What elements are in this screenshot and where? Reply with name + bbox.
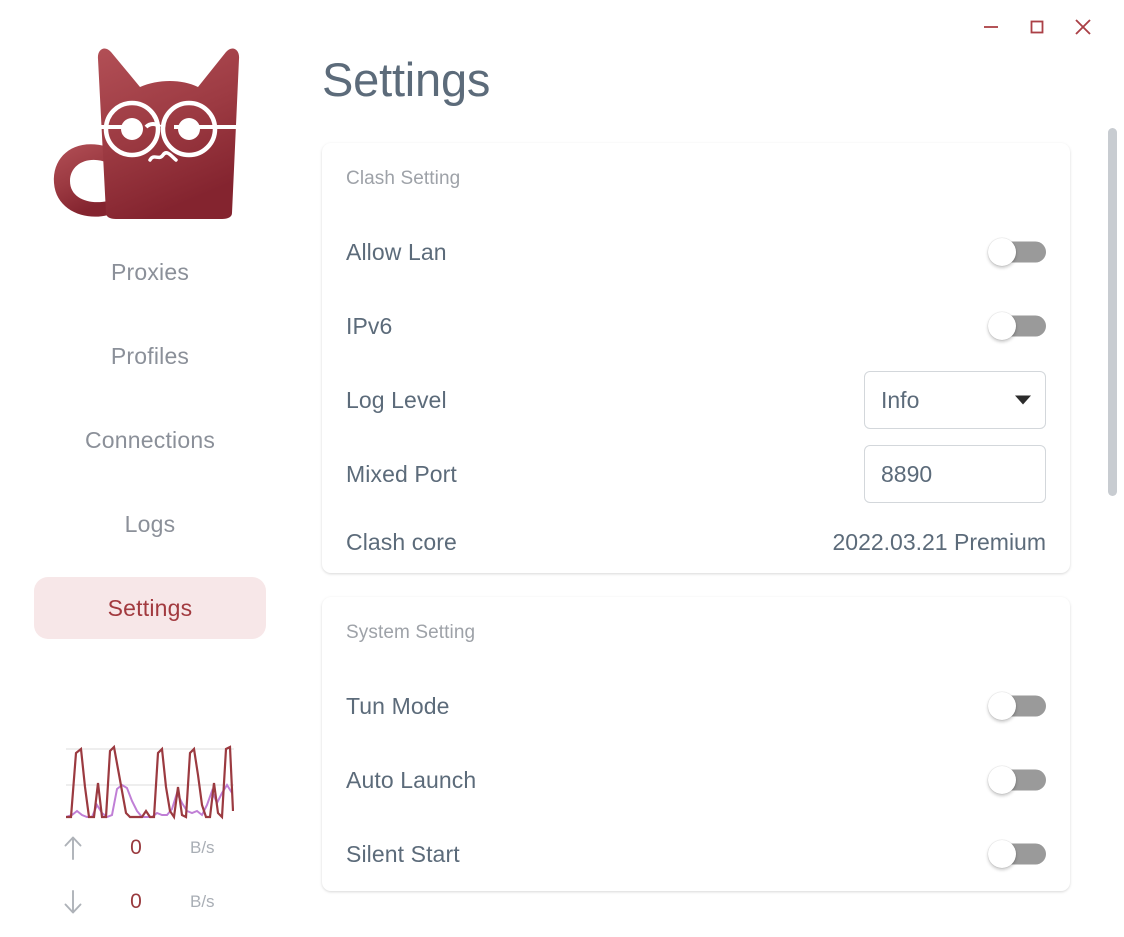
setting-row-log-level: Log Level Info <box>346 363 1046 437</box>
setting-label: Auto Launch <box>346 766 477 793</box>
sidebar-item-proxies[interactable]: Proxies <box>34 241 266 303</box>
setting-label: Tun Mode <box>346 692 450 719</box>
sidebar-item-logs[interactable]: Logs <box>34 493 266 555</box>
card-title: System Setting <box>346 622 476 643</box>
arrow-up-icon <box>56 834 90 862</box>
sidebar-item-settings[interactable]: Settings <box>34 577 266 639</box>
clash-setting-card: Clash Setting Allow Lan IPv6 <box>322 143 1070 573</box>
card-title: Clash Setting <box>346 168 461 189</box>
arrow-down-icon <box>56 888 90 916</box>
setting-label: Log Level <box>346 386 447 413</box>
settings-scroll-area: Clash Setting Allow Lan IPv6 <box>300 143 1124 937</box>
switch-thumb <box>988 840 1016 868</box>
setting-row-clash-core: Clash core 2022.03.21 Premium <box>346 511 1046 573</box>
minimize-button[interactable] <box>968 8 1014 46</box>
setting-row-tun-mode: Tun Mode <box>346 669 1046 743</box>
sidebar-item-profiles[interactable]: Profiles <box>34 325 266 387</box>
auto-launch-switch[interactable] <box>988 761 1046 799</box>
clash-core-version: 2022.03.21 Premium <box>832 528 1046 555</box>
log-level-value: Info <box>881 386 920 413</box>
traffic-upload-value: 0 <box>130 836 142 859</box>
chevron-down-icon <box>1015 395 1031 405</box>
sidebar: Proxies Profiles Connections Logs Settin… <box>0 0 300 937</box>
mixed-port-input[interactable] <box>864 445 1046 503</box>
setting-label: IPv6 <box>346 312 393 339</box>
sidebar-nav: Proxies Profiles Connections Logs Settin… <box>34 241 266 639</box>
switch-thumb <box>988 238 1016 266</box>
window-controls <box>968 8 1106 46</box>
setting-row-auto-launch: Auto Launch <box>346 743 1046 817</box>
setting-label: Clash core <box>346 528 457 555</box>
close-icon <box>1072 16 1094 38</box>
traffic-panel: 0 B/s 0 B/s <box>0 741 300 929</box>
setting-label: Allow Lan <box>346 238 447 265</box>
tun-mode-switch[interactable] <box>988 687 1046 725</box>
maximize-button[interactable] <box>1014 8 1060 46</box>
switch-thumb <box>988 766 1016 794</box>
switch-thumb <box>988 692 1016 720</box>
switch-thumb <box>988 312 1016 340</box>
main-content: Settings Clash Setting Allow Lan IPv6 <box>300 0 1124 937</box>
setting-label: Silent Start <box>346 840 460 867</box>
system-setting-card: System Setting Tun Mode Auto Launch <box>322 597 1070 891</box>
log-level-select[interactable]: Info <box>864 371 1046 429</box>
traffic-upload-row: 0 B/s <box>50 821 250 875</box>
traffic-upload-unit: B/s <box>190 838 215 857</box>
setting-row-mixed-port: Mixed Port <box>346 437 1046 511</box>
setting-row-allow-lan: Allow Lan <box>346 215 1046 289</box>
sidebar-item-label: Connections <box>84 426 216 453</box>
minimize-icon <box>981 17 1001 37</box>
setting-label: Mixed Port <box>346 460 457 487</box>
allow-lan-switch[interactable] <box>988 233 1046 271</box>
traffic-download-unit: B/s <box>190 892 215 911</box>
close-button[interactable] <box>1060 8 1106 46</box>
ipv6-switch[interactable] <box>988 307 1046 345</box>
traffic-download-value: 0 <box>130 890 142 913</box>
maximize-icon <box>1027 17 1047 37</box>
sidebar-item-label: Proxies <box>110 258 190 285</box>
traffic-download-row: 0 B/s <box>50 875 250 929</box>
sidebar-item-connections[interactable]: Connections <box>34 409 266 471</box>
sidebar-item-label: Settings <box>107 594 193 621</box>
sidebar-item-label: Logs <box>124 510 176 537</box>
scrollbar-thumb[interactable] <box>1108 128 1117 496</box>
vertical-scrollbar[interactable] <box>1107 0 1119 937</box>
page-title: Settings <box>322 53 491 106</box>
clash-verge-cat-logo <box>45 22 255 227</box>
setting-row-ipv6: IPv6 <box>346 289 1046 363</box>
silent-start-switch[interactable] <box>988 835 1046 873</box>
sidebar-item-label: Profiles <box>110 342 190 369</box>
setting-row-silent-start: Silent Start <box>346 817 1046 891</box>
traffic-chart <box>66 741 234 821</box>
